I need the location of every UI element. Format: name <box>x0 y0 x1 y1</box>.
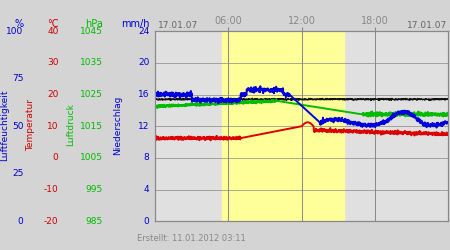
Text: -10: -10 <box>44 185 58 194</box>
Text: 995: 995 <box>86 185 103 194</box>
Bar <box>222 31 344 221</box>
Text: -20: -20 <box>44 217 58 226</box>
Text: 17.01.07: 17.01.07 <box>407 21 447 30</box>
Text: 12: 12 <box>138 122 149 131</box>
Text: Luftdruck: Luftdruck <box>67 104 76 146</box>
Text: 24: 24 <box>138 27 149 36</box>
Text: 8: 8 <box>144 154 149 162</box>
Text: 100: 100 <box>6 27 23 36</box>
Text: Luftfeuchtigkeit: Luftfeuchtigkeit <box>0 89 9 161</box>
Text: 985: 985 <box>86 217 103 226</box>
Text: 1035: 1035 <box>80 58 103 68</box>
Text: 0: 0 <box>53 154 59 162</box>
Text: 30: 30 <box>47 58 58 68</box>
Text: 16: 16 <box>138 90 149 99</box>
Text: 50: 50 <box>12 122 23 131</box>
Text: 0: 0 <box>144 217 149 226</box>
Text: 1005: 1005 <box>80 154 103 162</box>
Text: 20: 20 <box>138 58 149 68</box>
Text: 4: 4 <box>144 185 149 194</box>
Text: 1045: 1045 <box>80 27 103 36</box>
Text: 75: 75 <box>12 74 23 83</box>
Text: 17.01.07: 17.01.07 <box>158 21 198 30</box>
Text: hPa: hPa <box>85 19 103 29</box>
Text: 10: 10 <box>47 122 58 131</box>
Text: mm/h: mm/h <box>121 19 149 29</box>
Text: Niederschlag: Niederschlag <box>113 95 122 155</box>
Text: 20: 20 <box>47 90 58 99</box>
Text: 1025: 1025 <box>80 90 103 99</box>
Text: 25: 25 <box>12 169 23 178</box>
Text: 1015: 1015 <box>80 122 103 131</box>
Text: %: % <box>14 19 23 29</box>
Text: 0: 0 <box>18 217 23 226</box>
Text: °C: °C <box>47 19 58 29</box>
Text: Erstellt: 11.01.2012 03:11: Erstellt: 11.01.2012 03:11 <box>137 234 246 243</box>
Text: Temperatur: Temperatur <box>26 99 35 151</box>
Text: 40: 40 <box>47 27 58 36</box>
